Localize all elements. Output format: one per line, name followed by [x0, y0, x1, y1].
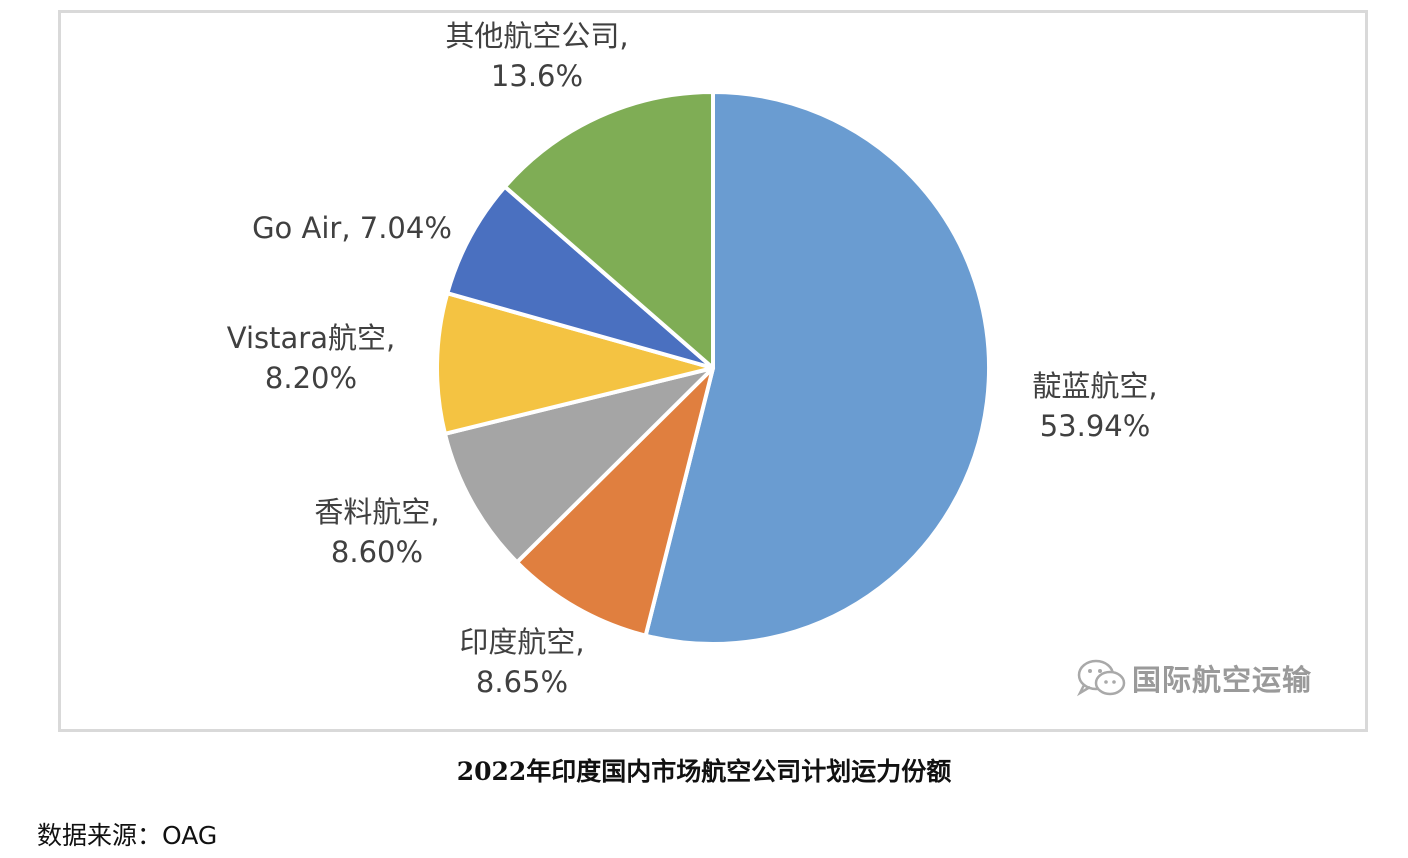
chart-title: 2022年印度国内市场航空公司计划运力份额: [456, 757, 952, 786]
slice-value-label-2: 8.60%: [331, 535, 423, 569]
slice-value-label-0: 53.94%: [1040, 409, 1151, 443]
source-note: 数据来源：OAG: [37, 821, 218, 850]
slice-label-0: 靛蓝航空,: [1032, 369, 1157, 403]
pie-slice-1: [514, 366, 715, 638]
pie-slice-3: [435, 291, 715, 436]
wechat-icon: [1076, 659, 1126, 697]
pie-slice-0: [643, 90, 991, 646]
watermark: 国际航空运输: [1072, 655, 1312, 701]
watermark-text: 国际航空运输: [1132, 663, 1313, 697]
slice-label-4: Go Air, 7.04%: [252, 211, 452, 245]
pie-slice-5: [502, 90, 715, 370]
slice-value-label-1: 8.65%: [476, 665, 568, 699]
pie-chart: 靛蓝航空, 53.94% 印度航空, 8.65% 香料航空, 8.60% Vistara航空…: [227, 19, 1158, 699]
slice-label-2: 香料航空,: [314, 495, 439, 529]
slice-label-3: Vistara航空,: [227, 321, 395, 355]
slice-value-label-3: 8.20%: [265, 361, 357, 395]
slice-label-1: 印度航空,: [459, 625, 584, 659]
pie-slice-4: [445, 184, 715, 370]
slice-value-label-5: 13.6%: [491, 59, 583, 93]
pie-slice-2: [442, 366, 715, 565]
slice-label-5: 其他航空公司,: [445, 19, 628, 53]
